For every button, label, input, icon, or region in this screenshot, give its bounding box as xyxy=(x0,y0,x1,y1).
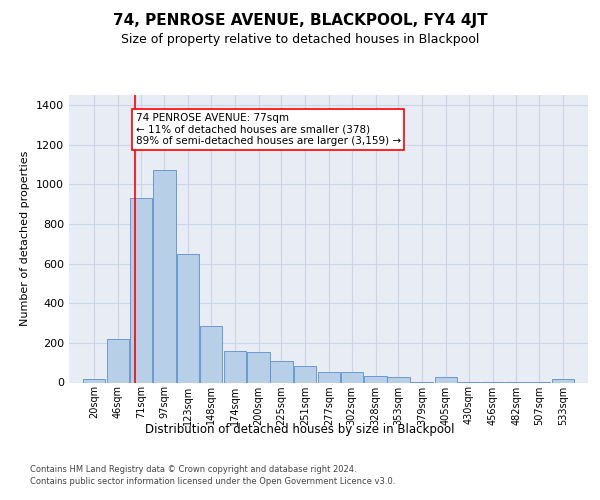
Bar xyxy=(435,376,457,382)
Bar xyxy=(551,378,574,382)
Bar xyxy=(107,339,129,382)
Text: Contains HM Land Registry data © Crown copyright and database right 2024.: Contains HM Land Registry data © Crown c… xyxy=(30,465,356,474)
Text: Size of property relative to detached houses in Blackpool: Size of property relative to detached ho… xyxy=(121,32,479,46)
Bar xyxy=(153,170,176,382)
Bar xyxy=(270,360,293,382)
Bar xyxy=(83,378,106,382)
Text: 74 PENROSE AVENUE: 77sqm
← 11% of detached houses are smaller (378)
89% of semi-: 74 PENROSE AVENUE: 77sqm ← 11% of detach… xyxy=(136,113,401,146)
Y-axis label: Number of detached properties: Number of detached properties xyxy=(20,151,31,326)
Bar xyxy=(247,352,270,382)
Text: 74, PENROSE AVENUE, BLACKPOOL, FY4 4JT: 74, PENROSE AVENUE, BLACKPOOL, FY4 4JT xyxy=(113,12,487,28)
Bar xyxy=(341,372,363,382)
Bar xyxy=(387,376,410,382)
Bar xyxy=(318,372,340,382)
Text: Distribution of detached houses by size in Blackpool: Distribution of detached houses by size … xyxy=(145,422,455,436)
Bar xyxy=(364,376,387,382)
Text: Contains public sector information licensed under the Open Government Licence v3: Contains public sector information licen… xyxy=(30,478,395,486)
Bar xyxy=(130,198,152,382)
Bar xyxy=(224,351,246,382)
Bar xyxy=(200,326,222,382)
Bar xyxy=(177,254,199,382)
Bar xyxy=(294,366,316,382)
